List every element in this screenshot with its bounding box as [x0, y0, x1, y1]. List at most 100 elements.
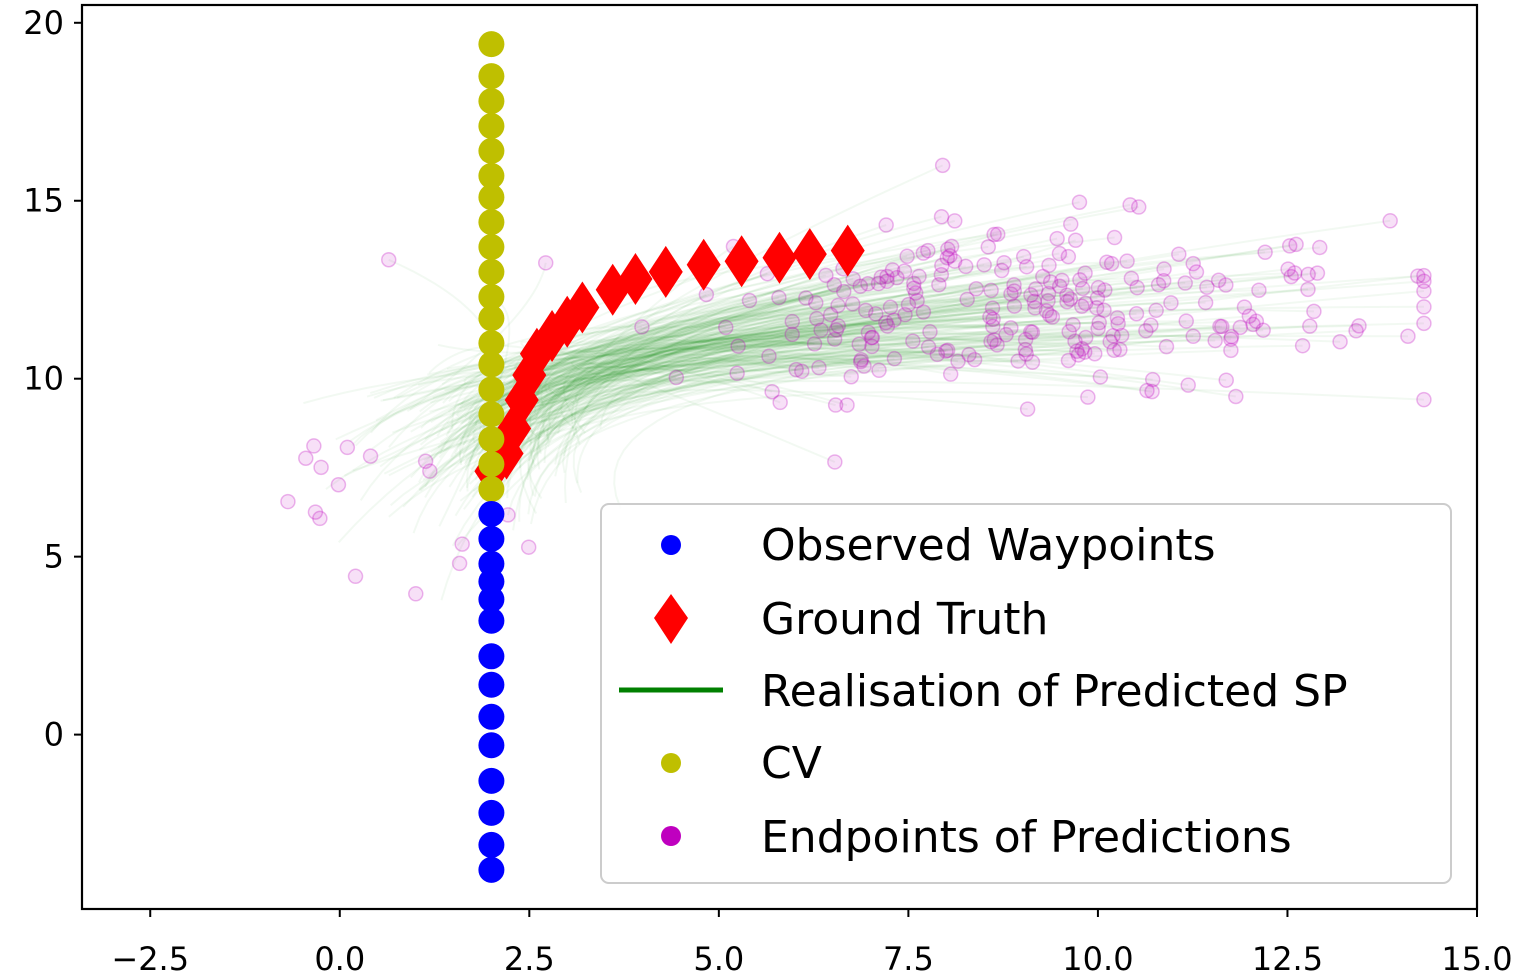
sp-realisation-line: [473, 343, 1085, 410]
sp-realisation-line: [526, 325, 888, 480]
sp-realisation-line: [506, 335, 992, 473]
endpoint-marker: [312, 510, 328, 527]
endpoint-marker: [1018, 346, 1034, 362]
cv-marker: [478, 113, 505, 140]
endpoint-marker: [1280, 261, 1296, 277]
observed-waypoint-marker: [478, 671, 505, 698]
endpoint-marker: [1035, 268, 1051, 285]
endpoint-marker: [298, 450, 314, 466]
endpoint-marker: [741, 292, 758, 309]
endpoint-marker: [943, 238, 960, 255]
endpoint-marker: [993, 262, 1010, 279]
sp-realisation-line: [494, 334, 1122, 467]
endpoint-marker: [1218, 277, 1234, 293]
sp-realisation-line: [424, 344, 1303, 499]
sp-realisation-line: [370, 336, 959, 434]
endpoint-marker: [784, 313, 801, 330]
endpoint-marker: [1065, 316, 1081, 333]
sp-realisation-line: [570, 333, 793, 376]
endpoint-marker: [1078, 329, 1094, 346]
sp-realisation-line: [561, 244, 1290, 473]
sp-realisation-line: [325, 348, 1077, 490]
sp-realisation-line: [574, 322, 1424, 404]
ground-truth-marker: [724, 235, 759, 288]
endpoint-marker: [879, 318, 896, 334]
sp-realisation-line: [576, 319, 895, 484]
sp-realisation-line: [393, 325, 642, 399]
sp-realisation-line: [542, 164, 944, 436]
endpoint-marker: [1416, 315, 1432, 332]
endpoint-marker: [915, 304, 932, 320]
sp-realisation-line: [535, 338, 1189, 392]
sp-realisation-line: [554, 340, 815, 477]
endpoint-marker: [852, 278, 869, 294]
endpoint-marker: [827, 454, 843, 470]
legend-marker-endpoints: [661, 826, 681, 846]
sp-realisation-line: [527, 309, 1157, 515]
sp-realisation-line: [562, 347, 865, 434]
endpoint-marker: [1003, 320, 1019, 336]
sp-realisation-line: [537, 262, 1194, 454]
endpoint-marker: [347, 568, 364, 585]
endpoint-marker: [1006, 283, 1023, 299]
endpoint-marker: [938, 343, 954, 359]
endpoint-marker: [1041, 307, 1058, 323]
endpoint-marker: [983, 333, 999, 350]
endpoint-marker: [761, 348, 777, 364]
endpoint-marker: [1236, 299, 1253, 315]
sp-realisation-line: [450, 388, 1028, 458]
sp-realisation-line: [351, 305, 1082, 447]
endpoint-marker: [1087, 345, 1103, 362]
endpoint-marker: [878, 314, 894, 331]
endpoint-marker: [986, 226, 1002, 243]
endpoint-marker: [313, 459, 329, 476]
x-tick-label: 2.5: [504, 940, 555, 978]
endpoint-marker: [1144, 383, 1160, 400]
sp-realisation-line: [518, 306, 1097, 469]
endpoint-marker: [1088, 300, 1105, 316]
sp-realisation-line: [373, 353, 1153, 399]
endpoint-marker: [1163, 295, 1179, 311]
sp-realisation-line: [445, 273, 942, 437]
endpoint-marker: [942, 366, 959, 382]
sp-realisation-line: [430, 365, 773, 424]
endpoint-marker: [1218, 372, 1234, 388]
cv-marker: [478, 137, 505, 164]
endpoint-marker: [1283, 268, 1299, 285]
y-tick-label: 0: [44, 716, 64, 754]
endpoint-marker: [1178, 313, 1194, 329]
endpoint-marker: [1197, 294, 1214, 311]
endpoint-marker: [989, 337, 1005, 353]
endpoint-marker: [1062, 291, 1079, 307]
endpoint-marker: [408, 586, 424, 602]
sp-realisation-line: [548, 348, 1026, 404]
endpoint-marker: [957, 258, 974, 275]
endpoint-marker: [1416, 273, 1432, 290]
endpoint-marker: [946, 253, 963, 269]
cv-marker: [478, 351, 505, 378]
observed-waypoint-marker: [478, 643, 505, 670]
endpoint-marker: [886, 312, 902, 328]
sp-realisation-line: [519, 265, 966, 514]
cv-marker: [478, 401, 505, 428]
endpoint-marker: [1139, 382, 1155, 399]
endpoint-marker: [968, 281, 984, 297]
ground-truth-marker: [565, 281, 600, 334]
endpoint-marker: [826, 277, 843, 293]
sp-realisation-line: [613, 338, 1231, 509]
sp-realisation-line: [513, 335, 1194, 383]
endpoint-marker: [818, 267, 834, 284]
cv-marker: [478, 476, 505, 503]
endpoint-marker: [911, 268, 927, 285]
sp-realisation-line: [491, 378, 836, 408]
endpoint-marker: [1015, 248, 1032, 265]
endpoint-marker: [1129, 279, 1145, 296]
endpoint-marker: [1041, 257, 1057, 274]
sp-realisation-line: [566, 268, 1165, 385]
observed-waypoint-marker: [478, 586, 505, 613]
endpoint-marker: [520, 539, 537, 555]
endpoint-marker: [1040, 285, 1057, 302]
observed-waypoint-marker: [478, 500, 505, 527]
endpoint-marker: [940, 241, 956, 257]
endpoint-marker: [826, 331, 843, 347]
